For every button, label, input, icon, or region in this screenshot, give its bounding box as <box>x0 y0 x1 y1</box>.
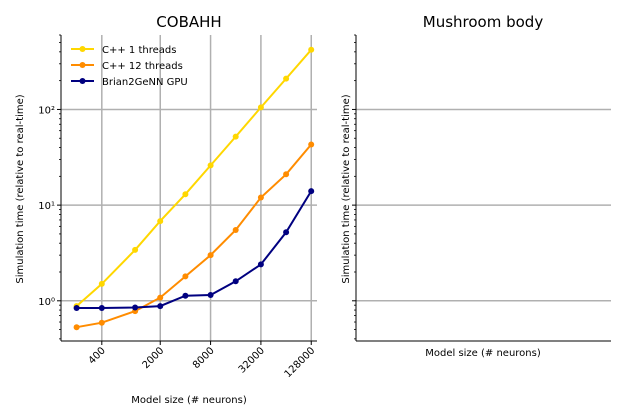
legend-marker <box>79 62 86 68</box>
legend-marker <box>79 78 86 84</box>
data-point <box>207 162 214 169</box>
y-tick-label: 10² <box>38 105 55 116</box>
data-point <box>257 261 264 268</box>
x-axis-label: Model size (# neurons) <box>131 395 247 406</box>
data-point <box>308 141 315 148</box>
legend-label: C++ 12 threads <box>102 61 183 72</box>
data-point <box>132 246 139 253</box>
data-point <box>98 280 105 287</box>
chart-title: Mushroom body <box>423 13 544 31</box>
data-point <box>98 319 105 326</box>
panel-cobahh: COBAHH 10⁰ 10¹ 10² 400 2000 8000 32000 128000 M… <box>15 13 317 406</box>
y-tick-label: 10⁰ <box>38 297 55 308</box>
series-group <box>73 46 315 331</box>
y-axis-label: Simulation time (relative to real-time) <box>341 94 352 283</box>
grid <box>356 108 611 302</box>
data-point <box>308 188 315 195</box>
data-point <box>232 133 239 140</box>
tick-labels: 10⁰ 10¹ 10² 400 2000 8000 32000 128000 <box>38 105 317 380</box>
data-point <box>182 191 189 198</box>
x-axis-label: Model size (# neurons) <box>425 348 541 359</box>
data-point <box>232 278 239 285</box>
data-point <box>232 227 239 233</box>
x-tick-label: 32000 <box>237 345 267 375</box>
legend-label: Brian2GeNN GPU <box>102 77 188 88</box>
data-point <box>157 218 164 225</box>
legend-marker <box>79 46 86 52</box>
x-tick-label: 2000 <box>141 345 167 371</box>
legend: C++ 1 threads C++ 12 threads Brian2GeNN GP… <box>71 45 188 88</box>
chart-title: COBAHH <box>156 13 221 31</box>
y-axis-label: Simulation time (relative to real-time) <box>15 94 26 283</box>
data-point <box>283 171 290 178</box>
panel-mushroom-body: Mushroom body Model size (# neurons) Sim… <box>341 13 611 359</box>
series-line <box>75 49 312 307</box>
data-point <box>73 305 80 311</box>
data-point <box>132 304 139 311</box>
data-point <box>182 292 189 299</box>
data-point <box>98 305 105 311</box>
grid <box>61 35 317 341</box>
data-point <box>207 292 214 298</box>
data-point <box>73 324 80 331</box>
x-tick-label: 8000 <box>191 345 217 371</box>
series-line <box>76 143 312 329</box>
data-point <box>308 46 315 53</box>
axes <box>352 34 611 342</box>
data-point <box>157 294 164 301</box>
data-point <box>182 273 189 280</box>
x-tick-label: 128000 <box>283 345 318 380</box>
axes <box>59 34 317 342</box>
data-point <box>157 303 164 310</box>
data-point <box>283 75 290 82</box>
data-point <box>207 252 214 259</box>
x-tick-label: 400 <box>87 345 108 366</box>
y-tick-label: 10¹ <box>38 201 55 212</box>
series-line <box>76 190 313 309</box>
legend-label: C++ 1 threads <box>102 45 176 56</box>
data-point <box>257 194 264 201</box>
data-point <box>257 104 264 111</box>
data-point <box>283 229 290 236</box>
